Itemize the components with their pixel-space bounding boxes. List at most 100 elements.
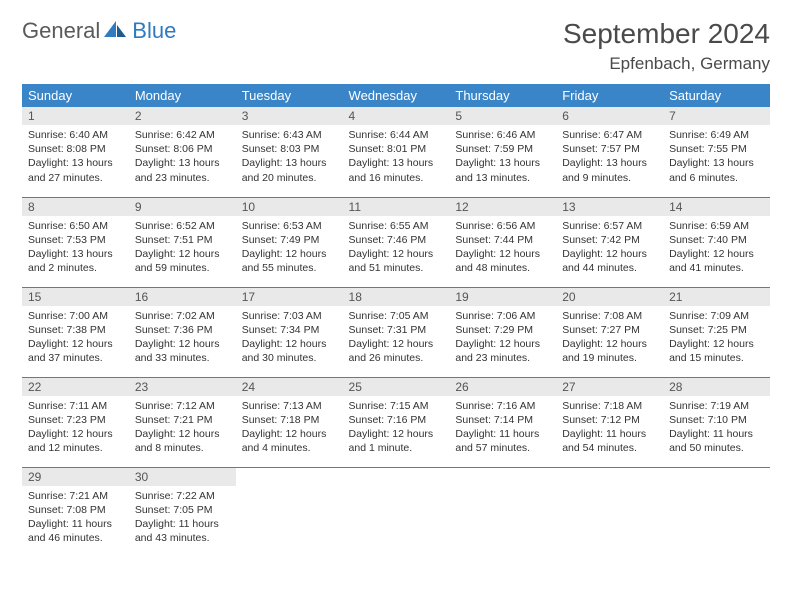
calendar-row: 22Sunrise: 7:11 AMSunset: 7:23 PMDayligh… bbox=[22, 377, 770, 467]
calendar-cell: 1Sunrise: 6:40 AMSunset: 8:08 PMDaylight… bbox=[22, 107, 129, 197]
location-label: Epfenbach, Germany bbox=[563, 54, 770, 74]
day-details: Sunrise: 7:22 AMSunset: 7:05 PMDaylight:… bbox=[129, 486, 236, 552]
calendar-cell: 30Sunrise: 7:22 AMSunset: 7:05 PMDayligh… bbox=[129, 467, 236, 557]
calendar-row: 29Sunrise: 7:21 AMSunset: 7:08 PMDayligh… bbox=[22, 467, 770, 557]
calendar-cell: .. bbox=[556, 467, 663, 557]
calendar-cell: 5Sunrise: 6:46 AMSunset: 7:59 PMDaylight… bbox=[449, 107, 556, 197]
calendar-cell: 22Sunrise: 7:11 AMSunset: 7:23 PMDayligh… bbox=[22, 377, 129, 467]
day-number: 18 bbox=[343, 288, 450, 306]
calendar-cell: 20Sunrise: 7:08 AMSunset: 7:27 PMDayligh… bbox=[556, 287, 663, 377]
calendar-cell: 6Sunrise: 6:47 AMSunset: 7:57 PMDaylight… bbox=[556, 107, 663, 197]
sunrise-text: Sunrise: 6:47 AM bbox=[562, 128, 657, 142]
day-details: Sunrise: 6:57 AMSunset: 7:42 PMDaylight:… bbox=[556, 216, 663, 282]
day-number: 28 bbox=[663, 378, 770, 396]
sunrise-text: Sunrise: 7:05 AM bbox=[349, 309, 444, 323]
calendar-cell: 21Sunrise: 7:09 AMSunset: 7:25 PMDayligh… bbox=[663, 287, 770, 377]
daylight-text: Daylight: 11 hours and 43 minutes. bbox=[135, 517, 230, 545]
calendar-cell: 28Sunrise: 7:19 AMSunset: 7:10 PMDayligh… bbox=[663, 377, 770, 467]
daylight-text: Daylight: 12 hours and 15 minutes. bbox=[669, 337, 764, 365]
day-number: 15 bbox=[22, 288, 129, 306]
day-details: Sunrise: 7:11 AMSunset: 7:23 PMDaylight:… bbox=[22, 396, 129, 462]
daylight-text: Daylight: 13 hours and 13 minutes. bbox=[455, 156, 550, 184]
weekday-header: Wednesday bbox=[343, 84, 450, 107]
daylight-text: Daylight: 13 hours and 2 minutes. bbox=[28, 247, 123, 275]
day-details: Sunrise: 6:56 AMSunset: 7:44 PMDaylight:… bbox=[449, 216, 556, 282]
sunset-text: Sunset: 7:08 PM bbox=[28, 503, 123, 517]
calendar-cell: 26Sunrise: 7:16 AMSunset: 7:14 PMDayligh… bbox=[449, 377, 556, 467]
calendar-cell: 17Sunrise: 7:03 AMSunset: 7:34 PMDayligh… bbox=[236, 287, 343, 377]
sail-icon bbox=[102, 19, 128, 44]
daylight-text: Daylight: 13 hours and 16 minutes. bbox=[349, 156, 444, 184]
calendar-cell: 13Sunrise: 6:57 AMSunset: 7:42 PMDayligh… bbox=[556, 197, 663, 287]
day-details: Sunrise: 7:21 AMSunset: 7:08 PMDaylight:… bbox=[22, 486, 129, 552]
day-details: Sunrise: 6:43 AMSunset: 8:03 PMDaylight:… bbox=[236, 125, 343, 191]
sunrise-text: Sunrise: 6:49 AM bbox=[669, 128, 764, 142]
calendar-cell: 19Sunrise: 7:06 AMSunset: 7:29 PMDayligh… bbox=[449, 287, 556, 377]
sunrise-text: Sunrise: 7:12 AM bbox=[135, 399, 230, 413]
day-details: Sunrise: 6:46 AMSunset: 7:59 PMDaylight:… bbox=[449, 125, 556, 191]
calendar-cell: 8Sunrise: 6:50 AMSunset: 7:53 PMDaylight… bbox=[22, 197, 129, 287]
page-header: General Blue September 2024 Epfenbach, G… bbox=[22, 18, 770, 74]
day-number: 29 bbox=[22, 468, 129, 486]
calendar-cell: 24Sunrise: 7:13 AMSunset: 7:18 PMDayligh… bbox=[236, 377, 343, 467]
daylight-text: Daylight: 13 hours and 27 minutes. bbox=[28, 156, 123, 184]
daylight-text: Daylight: 12 hours and 12 minutes. bbox=[28, 427, 123, 455]
day-details: Sunrise: 7:16 AMSunset: 7:14 PMDaylight:… bbox=[449, 396, 556, 462]
month-title: September 2024 bbox=[563, 18, 770, 50]
day-details: Sunrise: 7:09 AMSunset: 7:25 PMDaylight:… bbox=[663, 306, 770, 372]
sunset-text: Sunset: 7:14 PM bbox=[455, 413, 550, 427]
sunrise-text: Sunrise: 7:22 AM bbox=[135, 489, 230, 503]
sunrise-text: Sunrise: 7:08 AM bbox=[562, 309, 657, 323]
calendar-row: 15Sunrise: 7:00 AMSunset: 7:38 PMDayligh… bbox=[22, 287, 770, 377]
sunset-text: Sunset: 7:57 PM bbox=[562, 142, 657, 156]
sunrise-text: Sunrise: 7:21 AM bbox=[28, 489, 123, 503]
sunrise-text: Sunrise: 7:06 AM bbox=[455, 309, 550, 323]
sunset-text: Sunset: 7:51 PM bbox=[135, 233, 230, 247]
sunset-text: Sunset: 7:31 PM bbox=[349, 323, 444, 337]
brand-general: General bbox=[22, 18, 100, 44]
daylight-text: Daylight: 13 hours and 20 minutes. bbox=[242, 156, 337, 184]
day-details: Sunrise: 6:42 AMSunset: 8:06 PMDaylight:… bbox=[129, 125, 236, 191]
day-number: 25 bbox=[343, 378, 450, 396]
calendar-cell: 29Sunrise: 7:21 AMSunset: 7:08 PMDayligh… bbox=[22, 467, 129, 557]
daylight-text: Daylight: 12 hours and 8 minutes. bbox=[135, 427, 230, 455]
weekday-header: Tuesday bbox=[236, 84, 343, 107]
day-number: 4 bbox=[343, 107, 450, 125]
day-number: 13 bbox=[556, 198, 663, 216]
sunset-text: Sunset: 7:18 PM bbox=[242, 413, 337, 427]
daylight-text: Daylight: 11 hours and 50 minutes. bbox=[669, 427, 764, 455]
sunrise-text: Sunrise: 7:18 AM bbox=[562, 399, 657, 413]
sunset-text: Sunset: 7:55 PM bbox=[669, 142, 764, 156]
sunrise-text: Sunrise: 6:56 AM bbox=[455, 219, 550, 233]
daylight-text: Daylight: 11 hours and 46 minutes. bbox=[28, 517, 123, 545]
day-details: Sunrise: 6:49 AMSunset: 7:55 PMDaylight:… bbox=[663, 125, 770, 191]
brand-blue: Blue bbox=[132, 18, 176, 44]
sunrise-text: Sunrise: 6:52 AM bbox=[135, 219, 230, 233]
sunset-text: Sunset: 8:08 PM bbox=[28, 142, 123, 156]
calendar-cell: 11Sunrise: 6:55 AMSunset: 7:46 PMDayligh… bbox=[343, 197, 450, 287]
calendar-cell: 25Sunrise: 7:15 AMSunset: 7:16 PMDayligh… bbox=[343, 377, 450, 467]
weekday-header: Sunday bbox=[22, 84, 129, 107]
weekday-header: Monday bbox=[129, 84, 236, 107]
sunset-text: Sunset: 7:42 PM bbox=[562, 233, 657, 247]
sunset-text: Sunset: 7:40 PM bbox=[669, 233, 764, 247]
sunrise-text: Sunrise: 6:43 AM bbox=[242, 128, 337, 142]
sunset-text: Sunset: 7:25 PM bbox=[669, 323, 764, 337]
day-number: 11 bbox=[343, 198, 450, 216]
calendar-cell: 3Sunrise: 6:43 AMSunset: 8:03 PMDaylight… bbox=[236, 107, 343, 197]
daylight-text: Daylight: 13 hours and 6 minutes. bbox=[669, 156, 764, 184]
day-details: Sunrise: 6:44 AMSunset: 8:01 PMDaylight:… bbox=[343, 125, 450, 191]
day-details: Sunrise: 6:52 AMSunset: 7:51 PMDaylight:… bbox=[129, 216, 236, 282]
sunrise-text: Sunrise: 6:50 AM bbox=[28, 219, 123, 233]
sunset-text: Sunset: 7:38 PM bbox=[28, 323, 123, 337]
weekday-header: Saturday bbox=[663, 84, 770, 107]
sunset-text: Sunset: 7:46 PM bbox=[349, 233, 444, 247]
sunset-text: Sunset: 7:34 PM bbox=[242, 323, 337, 337]
daylight-text: Daylight: 12 hours and 44 minutes. bbox=[562, 247, 657, 275]
day-details: Sunrise: 7:18 AMSunset: 7:12 PMDaylight:… bbox=[556, 396, 663, 462]
day-number: 12 bbox=[449, 198, 556, 216]
day-number: 5 bbox=[449, 107, 556, 125]
daylight-text: Daylight: 13 hours and 9 minutes. bbox=[562, 156, 657, 184]
daylight-text: Daylight: 12 hours and 26 minutes. bbox=[349, 337, 444, 365]
sunset-text: Sunset: 7:53 PM bbox=[28, 233, 123, 247]
